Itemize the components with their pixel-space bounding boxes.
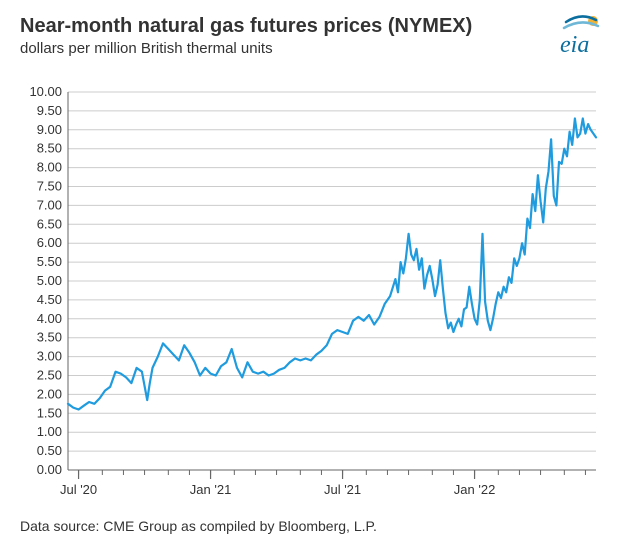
svg-text:10.00: 10.00: [29, 84, 62, 99]
svg-text:6.00: 6.00: [37, 235, 62, 250]
svg-text:1.50: 1.50: [37, 405, 62, 420]
chart-title: Near-month natural gas futures prices (N…: [20, 14, 606, 38]
svg-text:2.00: 2.00: [37, 386, 62, 401]
svg-text:Jan '22: Jan '22: [454, 482, 496, 497]
svg-text:Jan '21: Jan '21: [190, 482, 232, 497]
data-source: Data source: CME Group as compiled by Bl…: [20, 518, 606, 534]
svg-text:3.00: 3.00: [37, 349, 62, 364]
svg-text:6.50: 6.50: [37, 216, 62, 231]
svg-text:0.00: 0.00: [37, 462, 62, 477]
svg-text:Jul '21: Jul '21: [324, 482, 361, 497]
svg-text:8.00: 8.00: [37, 160, 62, 175]
eia-logo: eia: [546, 14, 606, 60]
svg-text:Jul '20: Jul '20: [60, 482, 97, 497]
svg-text:5.00: 5.00: [37, 273, 62, 288]
svg-text:1.00: 1.00: [37, 424, 62, 439]
svg-text:7.00: 7.00: [37, 197, 62, 212]
svg-text:0.50: 0.50: [37, 443, 62, 458]
svg-text:9.00: 9.00: [37, 122, 62, 137]
svg-text:2.50: 2.50: [37, 368, 62, 383]
svg-text:7.50: 7.50: [37, 179, 62, 194]
chart-subtitle: dollars per million British thermal unit…: [20, 40, 606, 57]
svg-text:3.50: 3.50: [37, 330, 62, 345]
svg-text:5.50: 5.50: [37, 254, 62, 269]
svg-text:9.50: 9.50: [37, 103, 62, 118]
logo-text: eia: [560, 32, 589, 58]
svg-text:4.50: 4.50: [37, 292, 62, 307]
chart-card: Near-month natural gas futures prices (N…: [0, 0, 626, 553]
header: Near-month natural gas futures prices (N…: [20, 14, 606, 74]
line-chart: 0.00 0.50 1.00 1.50 2.00 2.50 3.00 3.50 4.00 4.50…: [20, 84, 606, 504]
svg-text:4.00: 4.00: [37, 311, 62, 326]
svg-text:8.50: 8.50: [37, 141, 62, 156]
